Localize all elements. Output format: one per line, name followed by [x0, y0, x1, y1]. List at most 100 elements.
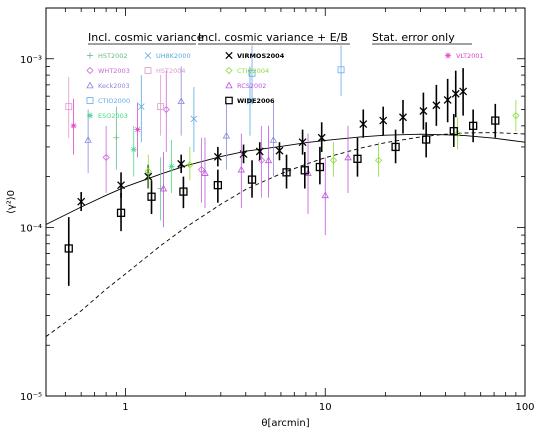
legend-marker — [87, 112, 93, 119]
data-point — [248, 69, 256, 77]
data-point — [459, 87, 468, 96]
data-point — [353, 154, 362, 163]
legend-label: VIRMOS2004 — [237, 52, 285, 60]
legend-item-vlt2001: VLT2001 — [445, 52, 484, 60]
series-vlt2001 — [70, 98, 141, 158]
legend-label: WHT2003 — [98, 67, 130, 75]
legend-marker — [86, 81, 94, 89]
data-point — [117, 181, 126, 190]
legend-label: VLT2001 — [456, 52, 484, 60]
legend-item-rcs2002: RCS2002 — [225, 81, 266, 90]
data-point — [84, 136, 92, 143]
data-point — [159, 184, 168, 192]
legend-item-keck2003: Keck2003 — [86, 81, 130, 90]
legend-marker — [144, 52, 152, 59]
legend-label: HST2004 — [156, 67, 186, 75]
series-wht2003 — [102, 70, 266, 203]
data-point — [157, 103, 165, 111]
axis-ticks — [45, 7, 526, 397]
legend-label: RCS2002 — [237, 82, 266, 90]
data-point — [213, 152, 222, 161]
data-point — [65, 103, 73, 111]
series-uh8k2000 — [138, 66, 254, 152]
y-axis-title: ⟨γ²⟩0 — [6, 190, 17, 214]
data-point — [147, 192, 156, 201]
data-point — [130, 146, 137, 153]
data-point — [454, 130, 462, 138]
model-curve-dashed — [46, 132, 525, 337]
legend-marker — [86, 97, 94, 104]
data-point — [359, 120, 368, 129]
data-point — [468, 121, 478, 131]
data-point — [177, 97, 185, 105]
y-tick-label: 10⁻⁵ — [20, 392, 42, 403]
data-point — [222, 131, 231, 139]
legend-marker — [225, 51, 233, 60]
legend-marker — [445, 52, 451, 59]
y-tick-label: 10⁻⁴ — [20, 223, 42, 234]
data-series — [64, 45, 520, 286]
data-point — [282, 168, 291, 177]
data-point — [269, 136, 278, 143]
data-point — [70, 122, 77, 129]
data-point — [168, 163, 175, 170]
legend-label: CTIO2004 — [237, 67, 269, 75]
legend-marker — [86, 66, 94, 75]
legend-item-hst2004: HST2004 — [144, 67, 186, 75]
data-point — [512, 112, 520, 120]
legend-item-hst2002: HST2002 — [87, 52, 128, 60]
series-ctio2000 — [248, 45, 345, 103]
data-point — [116, 208, 126, 217]
data-point — [491, 116, 500, 125]
data-point — [201, 169, 209, 176]
x-tick-label: 10 — [319, 402, 332, 413]
model-curves — [46, 132, 525, 337]
data-point — [391, 142, 400, 152]
legend-label: ESO2003 — [98, 112, 128, 120]
data-point — [237, 165, 245, 173]
data-point — [399, 113, 407, 122]
legend-marker — [225, 81, 233, 89]
data-point — [144, 167, 152, 175]
data-point — [113, 134, 120, 141]
data-point — [375, 156, 383, 164]
data-point — [315, 162, 325, 172]
data-point — [422, 135, 431, 144]
data-point — [443, 95, 452, 104]
data-point — [329, 156, 338, 164]
legend-marker — [144, 67, 152, 74]
data-point — [197, 166, 206, 174]
data-point — [186, 161, 194, 169]
data-point — [449, 127, 458, 136]
series-hst2002 — [113, 106, 164, 221]
legend-label: CTIO2000 — [98, 97, 130, 105]
series-hst2004 — [65, 75, 165, 138]
series-eso2003 — [130, 125, 175, 193]
data-point — [255, 147, 264, 156]
data-point — [337, 66, 345, 74]
data-point — [102, 153, 110, 161]
series-keck2003 — [84, 66, 278, 177]
data-point — [432, 101, 441, 110]
data-point — [64, 244, 73, 253]
data-point — [162, 105, 170, 114]
legend-item-virmos2004: VIRMOS2004 — [225, 51, 285, 60]
legend-item-ctio2000: CTIO2000 — [86, 97, 130, 105]
series-ctio2004 — [144, 99, 520, 189]
legend-marker — [225, 66, 233, 75]
data-point — [77, 197, 86, 206]
data-point — [179, 187, 188, 196]
x-tick-label: 1 — [122, 402, 128, 413]
x-tick-label: 100 — [515, 402, 534, 413]
data-point — [419, 107, 428, 115]
data-point — [247, 175, 257, 184]
data-point — [275, 146, 284, 155]
data-point — [264, 156, 273, 164]
data-point — [298, 138, 307, 147]
legend-item-uh8k2000: UH8K2000 — [144, 52, 191, 60]
data-point — [134, 126, 141, 133]
x-axis-title: θ[arcmin] — [261, 418, 309, 429]
legend-item-eso2003: ESO2003 — [87, 112, 128, 120]
